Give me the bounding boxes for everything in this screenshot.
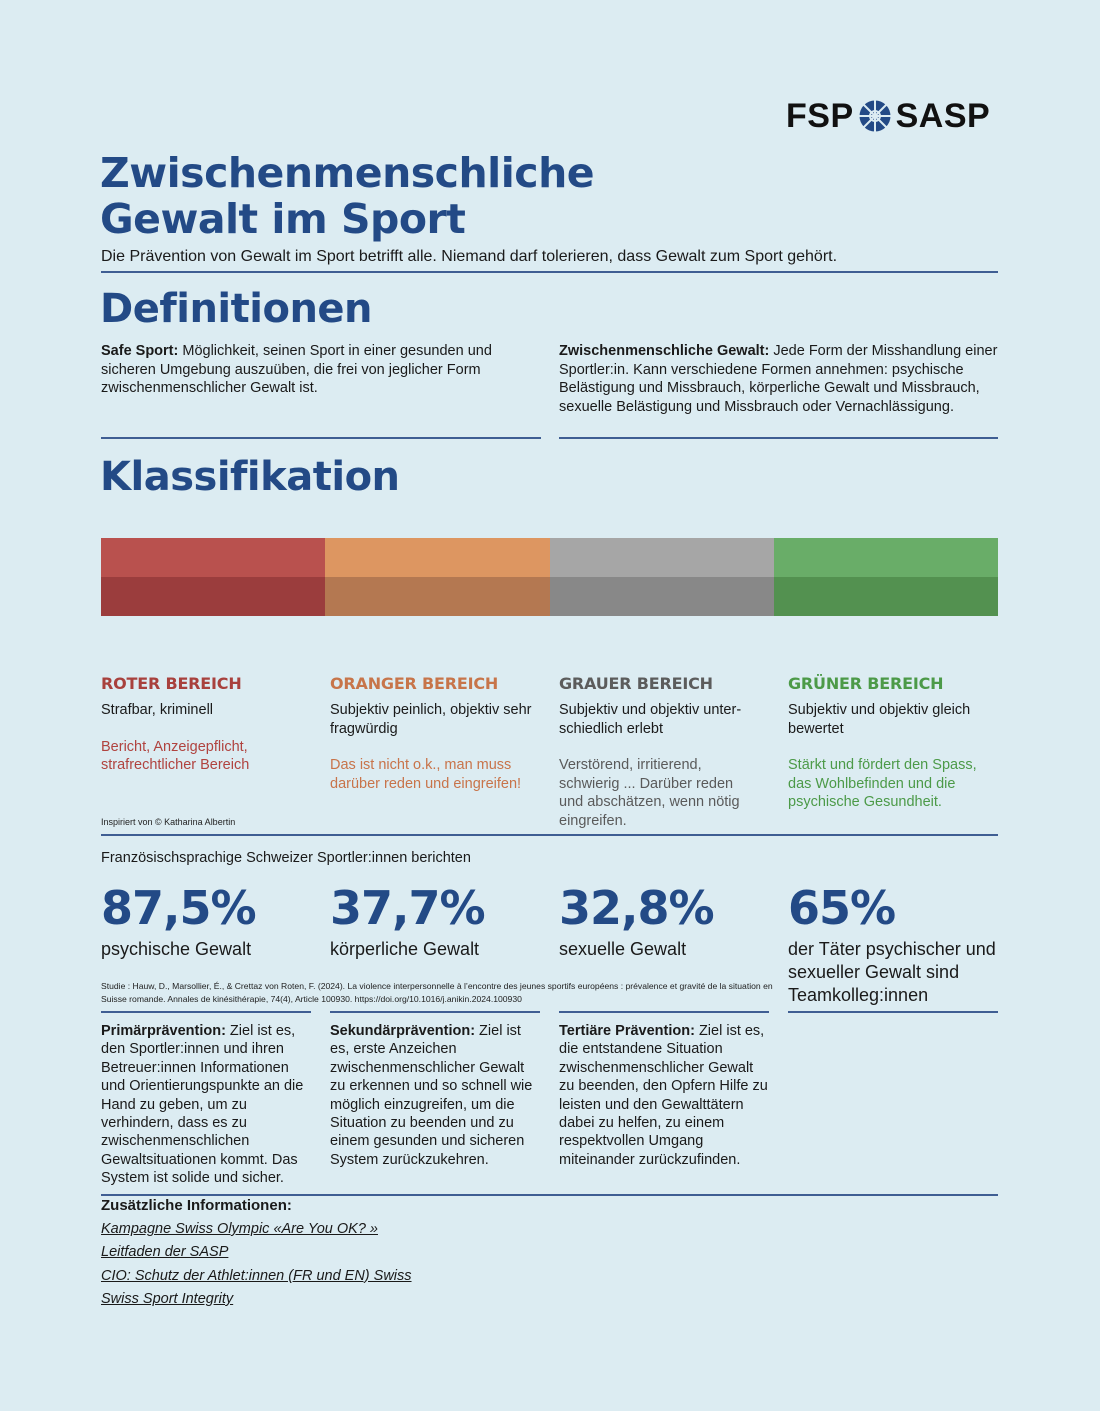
- classification-heading: Klassifikation: [100, 454, 400, 500]
- stat-teammates: 65% der Täter psychischer und sexueller …: [788, 880, 1000, 1007]
- divider: [101, 834, 998, 836]
- logo: FSP SASP: [786, 96, 990, 136]
- divider: [330, 1011, 540, 1013]
- stats-intro: Französischsprachige Schweizer Sportler:…: [101, 850, 471, 866]
- definition-text: Möglichkeit, seinen Sport in einer gesun…: [101, 343, 492, 396]
- stat-value: 32,8%: [559, 881, 715, 935]
- divider: [101, 1194, 998, 1196]
- stat-label: der Täter psychischer und sexueller Gewa…: [788, 939, 996, 1005]
- bar-segment-orange: [325, 538, 550, 616]
- zone-grey: GRAUER BEREICH Subjektiv und objektiv un…: [559, 674, 759, 830]
- secondary-prevention: Sekundärprävention: Ziel ist es, erste A…: [330, 1022, 538, 1169]
- divider: [101, 437, 541, 439]
- additional-info-heading: Zusätzliche Informationen:: [101, 1197, 292, 1214]
- zone-note: Bericht, Anzeigepflicht, strafrechtliche…: [101, 738, 250, 774]
- logo-fsp: FSP: [786, 96, 854, 135]
- zone-note: Verstörend, irritierend, schwierig ... D…: [559, 757, 740, 829]
- divider: [101, 271, 998, 273]
- logo-sasp: SASP: [895, 96, 991, 135]
- zone-note: Stärkt und fördert den Spass, das Wohlbe…: [788, 757, 977, 810]
- zone-title: GRAUER BEREICH: [559, 674, 713, 693]
- additional-info: Zusätzliche Informationen: Kampagne Swis…: [101, 1197, 412, 1311]
- definition-term: Zwischenmenschliche Gewalt:: [559, 343, 770, 359]
- stat-label: psychische Gewalt: [101, 939, 252, 959]
- definition-interpersonal-violence: Zwischenmenschliche Gewalt: Jede Form de…: [559, 342, 999, 416]
- zone-title: GRÜNER BEREICH: [788, 674, 944, 693]
- stat-label: sexuelle Gewalt: [559, 939, 687, 959]
- bar-segment-green: [773, 538, 998, 616]
- link-cio-athlete-protection[interactable]: CIO: Schutz der Athlet:innen (FR und EN)…: [101, 1267, 412, 1284]
- stat-physical: 37,7% körperliche Gewalt: [330, 880, 560, 961]
- stat-sexual: 32,8% sexuelle Gewalt: [559, 880, 789, 961]
- definitions-heading: Definitionen: [100, 286, 373, 332]
- zone-note: Das ist nicht o.k., man muss darüber red…: [330, 757, 522, 792]
- prevention-term: Primärprävention:: [101, 1023, 226, 1039]
- zone-description: Subjektiv und objektiv unter-schiedlich …: [559, 702, 742, 737]
- stat-psychological: 87,5% psychische Gewalt: [101, 880, 331, 961]
- classification-bar: [101, 538, 998, 616]
- stat-label: körperliche Gewalt: [330, 939, 480, 959]
- divider: [788, 1011, 998, 1013]
- zone-description: Strafbar, kriminell: [101, 702, 214, 718]
- page-title: Zwischenmenschliche Gewalt im Sport: [100, 150, 800, 242]
- bar-segment-grey: [549, 538, 774, 616]
- prevention-text: Ziel ist es, den Sportler:innen und ihre…: [101, 1023, 304, 1187]
- definition-text: Jede Form der Misshandlung einer Sportle…: [559, 343, 998, 415]
- definition-term: Safe Sport:: [101, 343, 179, 359]
- zone-orange: ORANGER BEREICH Subjektiv peinlich, obje…: [330, 674, 548, 793]
- bar-segment-red: [101, 538, 326, 616]
- tertiary-prevention: Tertiäre Prävention: Ziel ist es, die en…: [559, 1022, 769, 1169]
- link-sasp-guide[interactable]: Leitfaden der SASP: [101, 1244, 229, 1261]
- logo-emblem-icon: [858, 100, 891, 132]
- prevention-text: Ziel ist es, erste Anzeichen zwischenmen…: [330, 1023, 533, 1168]
- zone-green: GRÜNER BEREICH Subjektiv und objektiv gl…: [788, 674, 1003, 812]
- study-citation: Studie : Hauw, D., Marsollier, É., & Cre…: [101, 981, 773, 1004]
- definition-safe-sport: Safe Sport: Möglichkeit, seinen Sport in…: [101, 342, 541, 398]
- prevention-text: Ziel ist es, die entstandene Situation z…: [559, 1023, 768, 1168]
- primary-prevention: Primärprävention: Ziel ist es, den Sport…: [101, 1022, 317, 1188]
- divider: [101, 1011, 311, 1013]
- subtitle: Die Prävention von Gewalt im Sport betri…: [101, 248, 838, 265]
- page-title-line2: Gewalt im Sport: [100, 195, 466, 243]
- image-credit: Inspiriert von © Katharina Albertin: [101, 817, 236, 827]
- divider: [559, 1011, 769, 1013]
- zone-title: ORANGER BEREICH: [330, 674, 499, 693]
- zone-description: Subjektiv peinlich, objektiv sehr fragwü…: [330, 702, 532, 737]
- zone-title: ROTER BEREICH: [101, 674, 242, 693]
- link-swiss-sport-integrity[interactable]: Swiss Sport Integrity: [101, 1290, 234, 1307]
- prevention-term: Sekundärprävention:: [330, 1023, 476, 1039]
- divider: [559, 437, 998, 439]
- stat-value: 87,5%: [101, 881, 257, 935]
- link-swiss-olympic-campaign[interactable]: Kampagne Swiss Olympic «Are You OK? »: [101, 1221, 378, 1237]
- stat-value: 65%: [788, 881, 896, 935]
- zone-description: Subjektiv und objektiv gleich bewertet: [788, 702, 971, 737]
- stat-value: 37,7%: [330, 881, 486, 935]
- page-title-line1: Zwischenmenschliche: [100, 149, 595, 197]
- zone-red: ROTER BEREICH Strafbar, kriminell Berich…: [101, 674, 321, 775]
- prevention-term: Tertiäre Prävention:: [559, 1023, 695, 1039]
